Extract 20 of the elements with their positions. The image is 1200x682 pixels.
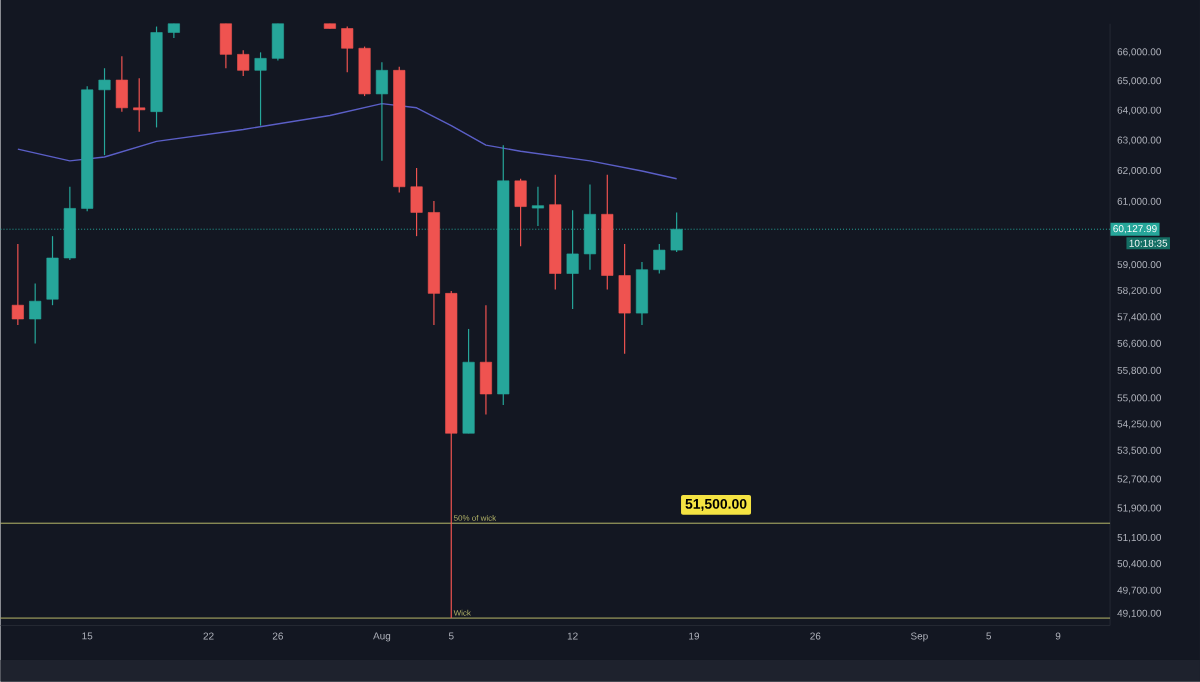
candlestick [375,61,388,162]
candlestick [29,283,42,345]
candlestick [254,51,267,127]
candlestick [514,178,527,247]
candlestick [237,49,250,77]
candlestick [635,261,648,326]
candlestick [98,67,111,156]
candlestick [219,23,232,69]
candlestick [133,77,146,133]
candlestick [618,243,631,355]
candlestick [11,243,24,326]
candlestick [115,55,128,113]
candlestick [46,235,59,306]
candlestick [479,304,492,416]
candlestick [653,243,666,275]
candlestick [341,26,354,73]
candlestick [410,167,423,237]
candlestick [358,46,371,97]
candlestick [271,23,284,62]
line-series [17,103,678,180]
